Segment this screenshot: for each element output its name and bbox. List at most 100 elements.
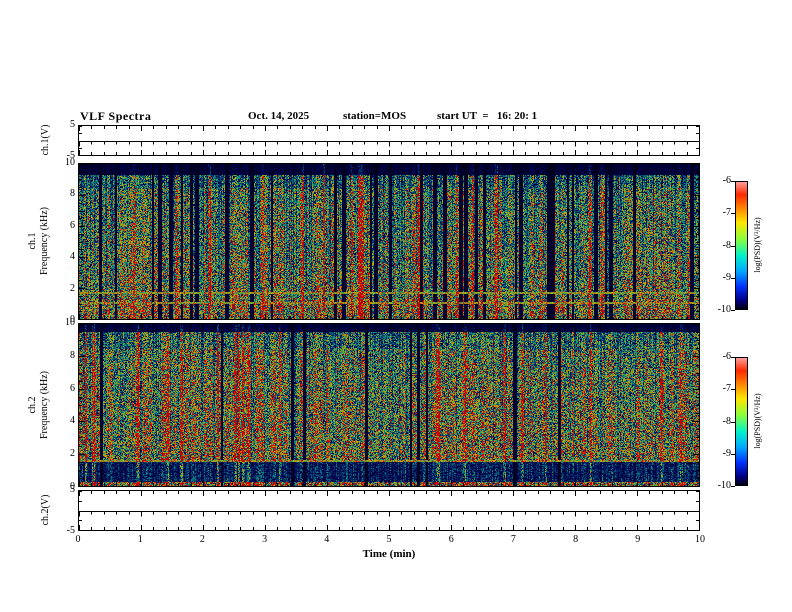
tick-label: 2 bbox=[70, 448, 75, 460]
tick-mark bbox=[550, 491, 551, 494]
tick-mark bbox=[339, 126, 340, 129]
tick-mark bbox=[696, 501, 699, 502]
tick-mark bbox=[215, 152, 216, 155]
tick-mark bbox=[426, 152, 427, 155]
tick-mark bbox=[339, 316, 340, 319]
tick-mark bbox=[129, 491, 130, 494]
tick-mark bbox=[451, 324, 452, 329]
tick-mark bbox=[575, 525, 576, 530]
tick-mark bbox=[662, 483, 663, 486]
tick-mark bbox=[377, 324, 378, 327]
tick-mark bbox=[696, 296, 699, 297]
tick-mark bbox=[389, 481, 390, 486]
tick-mark bbox=[215, 483, 216, 486]
tick-mark bbox=[731, 213, 735, 214]
tick-mark bbox=[575, 314, 576, 319]
tick-mark bbox=[693, 421, 699, 422]
tick-mark bbox=[426, 324, 427, 327]
tick-mark bbox=[414, 324, 415, 327]
tick-mark bbox=[203, 481, 204, 486]
tick-mark bbox=[696, 373, 699, 374]
tick-mark bbox=[550, 527, 551, 530]
tick-label: 7 bbox=[510, 534, 516, 545]
tick-mark bbox=[538, 527, 539, 530]
tick-mark bbox=[79, 462, 82, 463]
tick-mark bbox=[129, 152, 130, 155]
tick-mark bbox=[116, 324, 117, 327]
tick-mark bbox=[166, 126, 167, 129]
tick-mark bbox=[265, 314, 266, 319]
tick-mark bbox=[352, 126, 353, 129]
tick-mark bbox=[696, 478, 699, 479]
tick-mark bbox=[637, 481, 638, 486]
tick-mark bbox=[339, 152, 340, 155]
tick-mark bbox=[637, 491, 638, 496]
tick-mark bbox=[79, 126, 82, 127]
tick-mark bbox=[587, 164, 588, 167]
tick-mark bbox=[327, 314, 328, 319]
tick-mark bbox=[625, 324, 626, 327]
tick-mark bbox=[649, 316, 650, 319]
tick-mark bbox=[501, 491, 502, 494]
tick-mark bbox=[587, 491, 588, 494]
tick-mark bbox=[228, 126, 229, 129]
tick-mark bbox=[79, 148, 82, 149]
tick-mark bbox=[426, 126, 427, 129]
tick-mark bbox=[79, 249, 82, 250]
tick-mark bbox=[302, 152, 303, 155]
tick-mark bbox=[401, 164, 402, 167]
tick-mark bbox=[228, 527, 229, 530]
tick-mark bbox=[696, 203, 699, 204]
tick-mark bbox=[79, 340, 82, 341]
tick-mark bbox=[476, 126, 477, 129]
tick-mark bbox=[525, 527, 526, 530]
tick-mark bbox=[277, 483, 278, 486]
tick-mark bbox=[731, 246, 735, 247]
ch2-spectrogram-panel bbox=[78, 323, 700, 487]
tick-label: 10 bbox=[65, 317, 75, 328]
tick-mark bbox=[315, 316, 316, 319]
tick-mark bbox=[696, 381, 699, 382]
tick-mark bbox=[141, 491, 142, 496]
tick-mark bbox=[352, 527, 353, 530]
tick-mark bbox=[563, 491, 564, 494]
tick-mark bbox=[79, 348, 82, 349]
tick-mark bbox=[265, 126, 266, 131]
tick-mark bbox=[178, 527, 179, 530]
tick-mark bbox=[79, 164, 80, 169]
tick-mark bbox=[153, 316, 154, 319]
tick-mark bbox=[79, 486, 85, 487]
tick-mark bbox=[401, 152, 402, 155]
tick-mark bbox=[463, 316, 464, 319]
tick-mark bbox=[228, 164, 229, 167]
tick-mark bbox=[674, 324, 675, 327]
tick-mark bbox=[525, 126, 526, 129]
tick-mark bbox=[203, 126, 204, 131]
tick-label: 6 bbox=[448, 534, 454, 545]
tick-mark bbox=[79, 437, 82, 438]
tick-mark bbox=[339, 491, 340, 494]
tick-mark bbox=[364, 316, 365, 319]
tick-mark bbox=[265, 481, 266, 486]
tick-mark bbox=[166, 527, 167, 530]
tick-mark bbox=[637, 164, 638, 169]
tick-mark bbox=[129, 316, 130, 319]
tick-label: -7 bbox=[722, 383, 731, 395]
tick-mark bbox=[327, 525, 328, 530]
tick-mark bbox=[302, 324, 303, 327]
tick-mark bbox=[265, 324, 266, 329]
tick-label: 5 bbox=[70, 484, 75, 495]
tick-mark bbox=[116, 527, 117, 530]
tick-mark bbox=[352, 483, 353, 486]
tick-mark bbox=[352, 491, 353, 494]
tick-mark bbox=[315, 126, 316, 129]
tick-mark bbox=[79, 126, 80, 131]
tick-mark bbox=[501, 152, 502, 155]
tick-mark bbox=[696, 280, 699, 281]
tick-mark bbox=[116, 316, 117, 319]
tick-mark bbox=[696, 133, 699, 134]
tick-mark bbox=[600, 164, 601, 167]
plot-title: VLF Spectra bbox=[80, 109, 152, 123]
tick-mark bbox=[240, 491, 241, 494]
tick-mark bbox=[525, 164, 526, 167]
